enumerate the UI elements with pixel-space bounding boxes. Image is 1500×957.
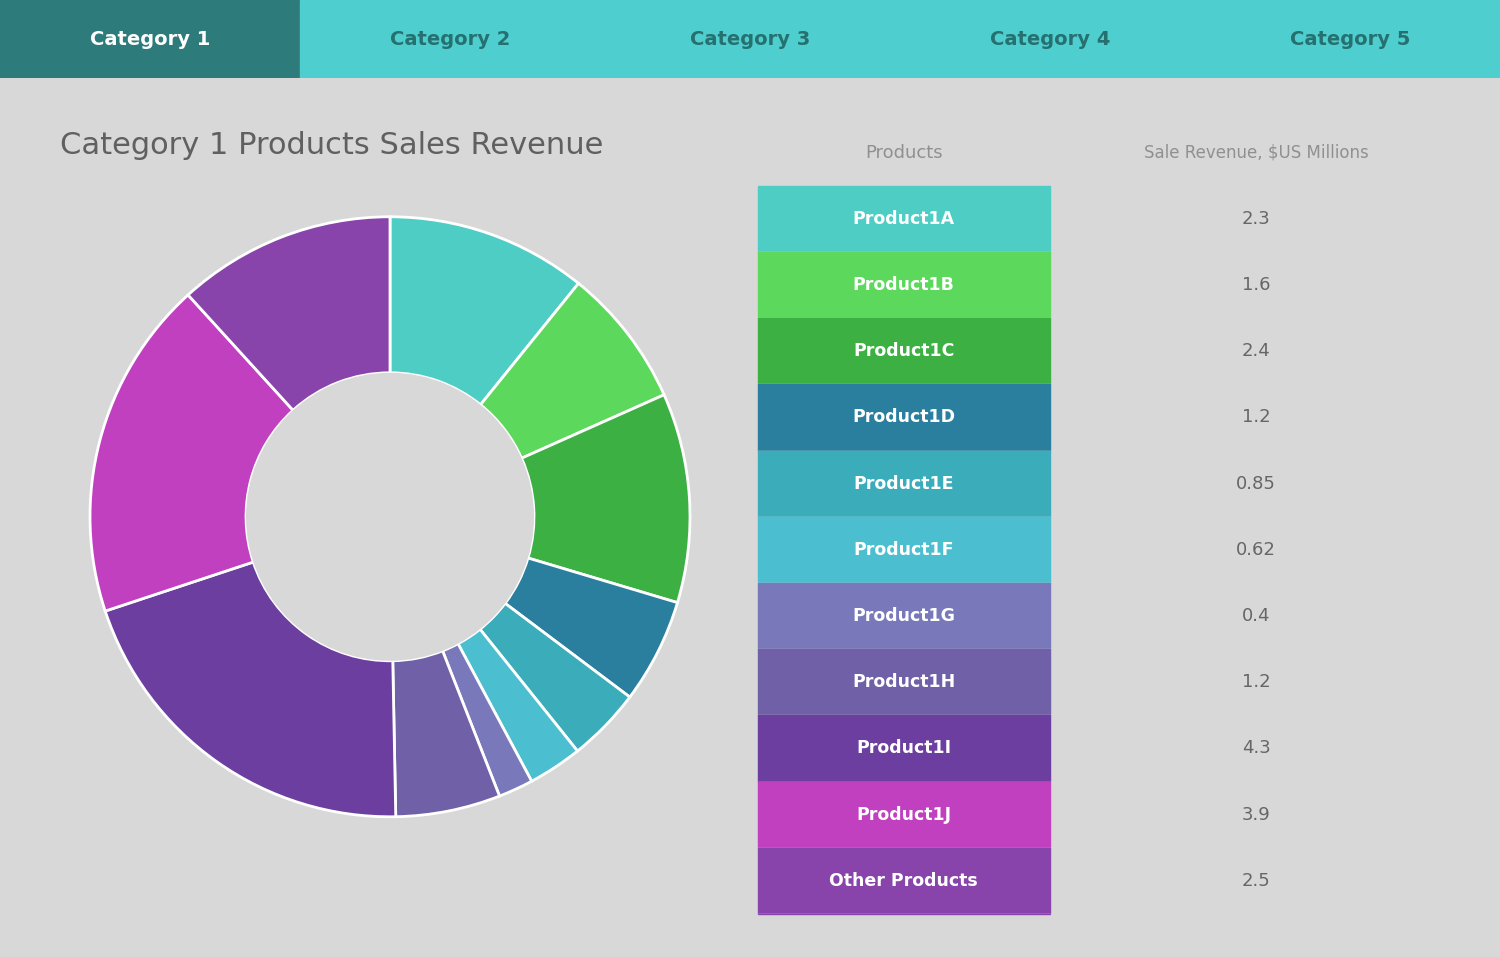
Bar	[758, 649, 1050, 716]
Wedge shape	[188, 217, 390, 411]
Text: 0.62: 0.62	[1236, 541, 1276, 559]
Text: 0.85: 0.85	[1236, 475, 1276, 493]
Bar	[758, 186, 1050, 252]
Wedge shape	[506, 558, 678, 697]
Text: 4.3: 4.3	[1242, 740, 1270, 757]
Wedge shape	[390, 217, 579, 405]
Bar	[0, 0, 300, 78]
Text: Category 1 Products Sales Revenue: Category 1 Products Sales Revenue	[60, 131, 603, 160]
Text: 1.2: 1.2	[1242, 409, 1270, 427]
Wedge shape	[480, 603, 630, 751]
Text: Product1C: Product1C	[853, 343, 954, 360]
Circle shape	[246, 373, 534, 660]
Text: Product1J: Product1J	[856, 806, 951, 824]
Bar	[758, 715, 1050, 782]
Text: 2.4: 2.4	[1242, 343, 1270, 360]
Bar	[900, 0, 1200, 78]
Text: 0.4: 0.4	[1242, 607, 1270, 625]
Bar	[758, 517, 1050, 583]
Bar	[758, 385, 1050, 451]
Wedge shape	[480, 283, 664, 458]
Wedge shape	[458, 629, 578, 781]
Text: Product1D: Product1D	[852, 409, 956, 427]
Text: 1.2: 1.2	[1242, 674, 1270, 691]
Text: Product1B: Product1B	[853, 277, 954, 294]
Text: Product1E: Product1E	[853, 475, 954, 493]
Text: Category 5: Category 5	[1290, 30, 1410, 49]
Text: Products: Products	[865, 144, 942, 162]
Text: Category 2: Category 2	[390, 30, 510, 49]
Bar	[758, 782, 1050, 848]
Text: 1.6: 1.6	[1242, 277, 1270, 294]
Text: 2.5: 2.5	[1242, 872, 1270, 890]
Text: Product1F: Product1F	[853, 541, 954, 559]
Bar	[300, 0, 600, 78]
Bar	[758, 252, 1050, 318]
Wedge shape	[442, 644, 531, 796]
Text: 2.3: 2.3	[1242, 210, 1270, 228]
Wedge shape	[105, 562, 396, 816]
Text: Other Products: Other Products	[830, 872, 978, 890]
Bar	[1200, 0, 1500, 78]
Text: Product1I: Product1I	[856, 740, 951, 757]
Wedge shape	[522, 395, 690, 603]
Bar	[758, 583, 1050, 649]
Wedge shape	[393, 651, 500, 816]
Text: 3.9: 3.9	[1242, 806, 1270, 824]
Bar	[758, 451, 1050, 517]
Text: Sale Revenue, $US Millions: Sale Revenue, $US Millions	[1144, 144, 1368, 162]
Text: Product1H: Product1H	[852, 674, 956, 691]
Bar	[758, 318, 1050, 385]
Text: Category 3: Category 3	[690, 30, 810, 49]
Text: Category 4: Category 4	[990, 30, 1110, 49]
Text: Category 1: Category 1	[90, 30, 210, 49]
Bar	[600, 0, 900, 78]
Bar	[758, 848, 1050, 914]
Wedge shape	[90, 295, 292, 612]
Text: Product1A: Product1A	[852, 210, 956, 228]
Text: Product1G: Product1G	[852, 607, 956, 625]
